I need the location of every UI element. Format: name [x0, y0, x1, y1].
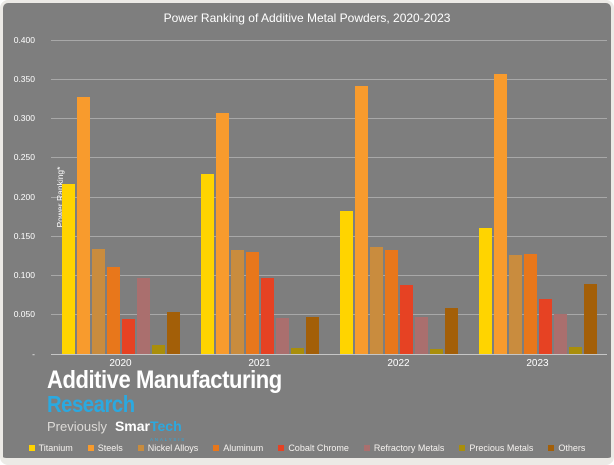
bar-group-2023	[468, 40, 607, 354]
legend-label: Titanium	[38, 443, 73, 453]
legend-label: Refractory Metals	[373, 443, 445, 453]
legend-item-aluminum: Aluminum	[213, 443, 263, 453]
bar-precious-metals-2023	[568, 347, 582, 354]
legend-item-titanium: Titanium	[28, 443, 73, 453]
legend-label: Nickel Alloys	[147, 443, 199, 453]
legend-swatch	[363, 445, 370, 451]
legend-item-precious-metals: Precious Metals	[459, 443, 533, 453]
legend-label: Steels	[97, 443, 123, 453]
brand-smartech-part2: Tech	[150, 418, 182, 434]
y-tick-label: 0.200	[13, 191, 35, 202]
legend-item-cobalt-chrome: Cobalt Chrome	[278, 443, 349, 453]
bar-others-2021	[305, 317, 319, 354]
legend-item-steels: Steels	[87, 443, 123, 453]
plot-area: Power Ranking* 0.400 0.350 0.300 0.250 0.200…	[14, 35, 607, 358]
bar-titanium-2021	[200, 174, 214, 354]
legend-swatch	[548, 445, 555, 451]
y-tick-label: 0.250	[13, 152, 35, 163]
branding-block: Additive Manufacturing Research Previous…	[47, 367, 314, 446]
bar-precious-metals-2020	[151, 345, 165, 354]
bar-aluminum-2022	[384, 250, 398, 354]
legend-label: Others	[558, 443, 586, 453]
gridline	[51, 78, 607, 80]
brand-name-line2: Research	[47, 391, 135, 417]
bar-group-2020	[51, 40, 190, 354]
gridline	[51, 196, 607, 198]
y-tick-label: 0.100	[13, 270, 35, 280]
brand-previously-label: Previously	[47, 419, 107, 434]
bar-steels-2020	[76, 97, 90, 354]
brand-smartech-part1: Smar	[114, 418, 150, 434]
legend-swatch	[278, 445, 285, 451]
legend-swatch	[87, 445, 94, 451]
bar-nickel-alloys-2020	[91, 249, 105, 354]
legend-item-refractory-metals: Refractory Metals	[363, 443, 445, 453]
bar-nickel-alloys-2021	[230, 250, 244, 354]
brand-name-line1: Additive Manufacturing	[47, 366, 282, 394]
brand-smartech-subtitle: ANALYSIS	[150, 437, 187, 442]
bar-group-2022	[329, 40, 468, 354]
bar-aluminum-2021	[245, 252, 259, 354]
legend-item-nickel-alloys: Nickel Alloys	[137, 443, 199, 453]
bar-steels-2021	[215, 113, 229, 354]
bar-aluminum-2020	[106, 267, 120, 354]
bar-steels-2022	[354, 86, 368, 354]
legend-item-others: Others	[548, 443, 585, 453]
bar-precious-metals-2022	[429, 349, 443, 354]
gridline	[51, 275, 607, 276]
legend-swatch	[137, 445, 144, 451]
legend-swatch	[459, 445, 466, 451]
legend-label: Precious Metals	[469, 443, 534, 453]
y-tick-label: 0.300	[13, 113, 35, 123]
legend-swatch	[213, 445, 220, 451]
gridline	[51, 118, 607, 119]
bar-others-2023	[583, 284, 597, 354]
bar-groups	[51, 40, 607, 354]
bar-others-2020	[166, 312, 180, 354]
bar-refractory-metals-2020	[136, 278, 150, 354]
x-tick-label-2020: 2020	[109, 358, 132, 369]
bar-cobalt-chrome-2022	[399, 285, 413, 354]
chart-legend: Titanium Steels Nickel Alloys Aluminum Cobal…	[3, 443, 611, 453]
x-tick-label-2023: 2023	[526, 358, 549, 369]
x-tick-label-2021: 2021	[248, 358, 271, 369]
gridline	[51, 314, 607, 316]
legend-label: Cobalt Chrome	[288, 443, 349, 453]
bar-titanium-2022	[339, 211, 353, 354]
chart-title: Power Ranking of Additive Metal Powders,…	[163, 11, 451, 25]
y-tick-label: 0.400	[13, 34, 35, 45]
legend-label: Aluminum	[223, 443, 264, 453]
bar-group-2021	[190, 40, 329, 354]
bar-titanium-2020	[61, 184, 75, 354]
gridline	[51, 157, 607, 159]
bar-others-2022	[444, 308, 458, 354]
gridline	[51, 39, 607, 41]
y-tick-label: -	[32, 348, 35, 359]
bar-steels-2023	[493, 74, 507, 354]
bar-nickel-alloys-2022	[369, 247, 383, 354]
bar-nickel-alloys-2023	[508, 255, 522, 354]
bar-precious-metals-2021	[290, 348, 304, 354]
bar-aluminum-2023	[523, 254, 537, 354]
x-tick-label-2022: 2022	[387, 358, 410, 369]
bar-refractory-metals-2022	[414, 317, 428, 354]
bar-refractory-metals-2023	[553, 314, 567, 354]
y-tick-label: 0.350	[13, 73, 35, 84]
y-tick-label: 0.050	[13, 309, 35, 320]
bar-cobalt-chrome-2021	[260, 278, 274, 354]
legend-swatch	[28, 445, 35, 451]
bar-cobalt-chrome-2020	[121, 319, 135, 354]
x-axis-labels: 2020 2021 2022 2023	[51, 358, 607, 369]
y-tick-label: 0.150	[13, 230, 35, 241]
gridline	[51, 353, 607, 355]
brand-previously-line: Previously SmarTech ANALYSIS	[47, 418, 314, 446]
bar-cobalt-chrome-2023	[538, 299, 552, 354]
bar-titanium-2023	[478, 228, 492, 354]
bar-refractory-metals-2021	[275, 318, 289, 354]
gridline	[51, 235, 607, 237]
